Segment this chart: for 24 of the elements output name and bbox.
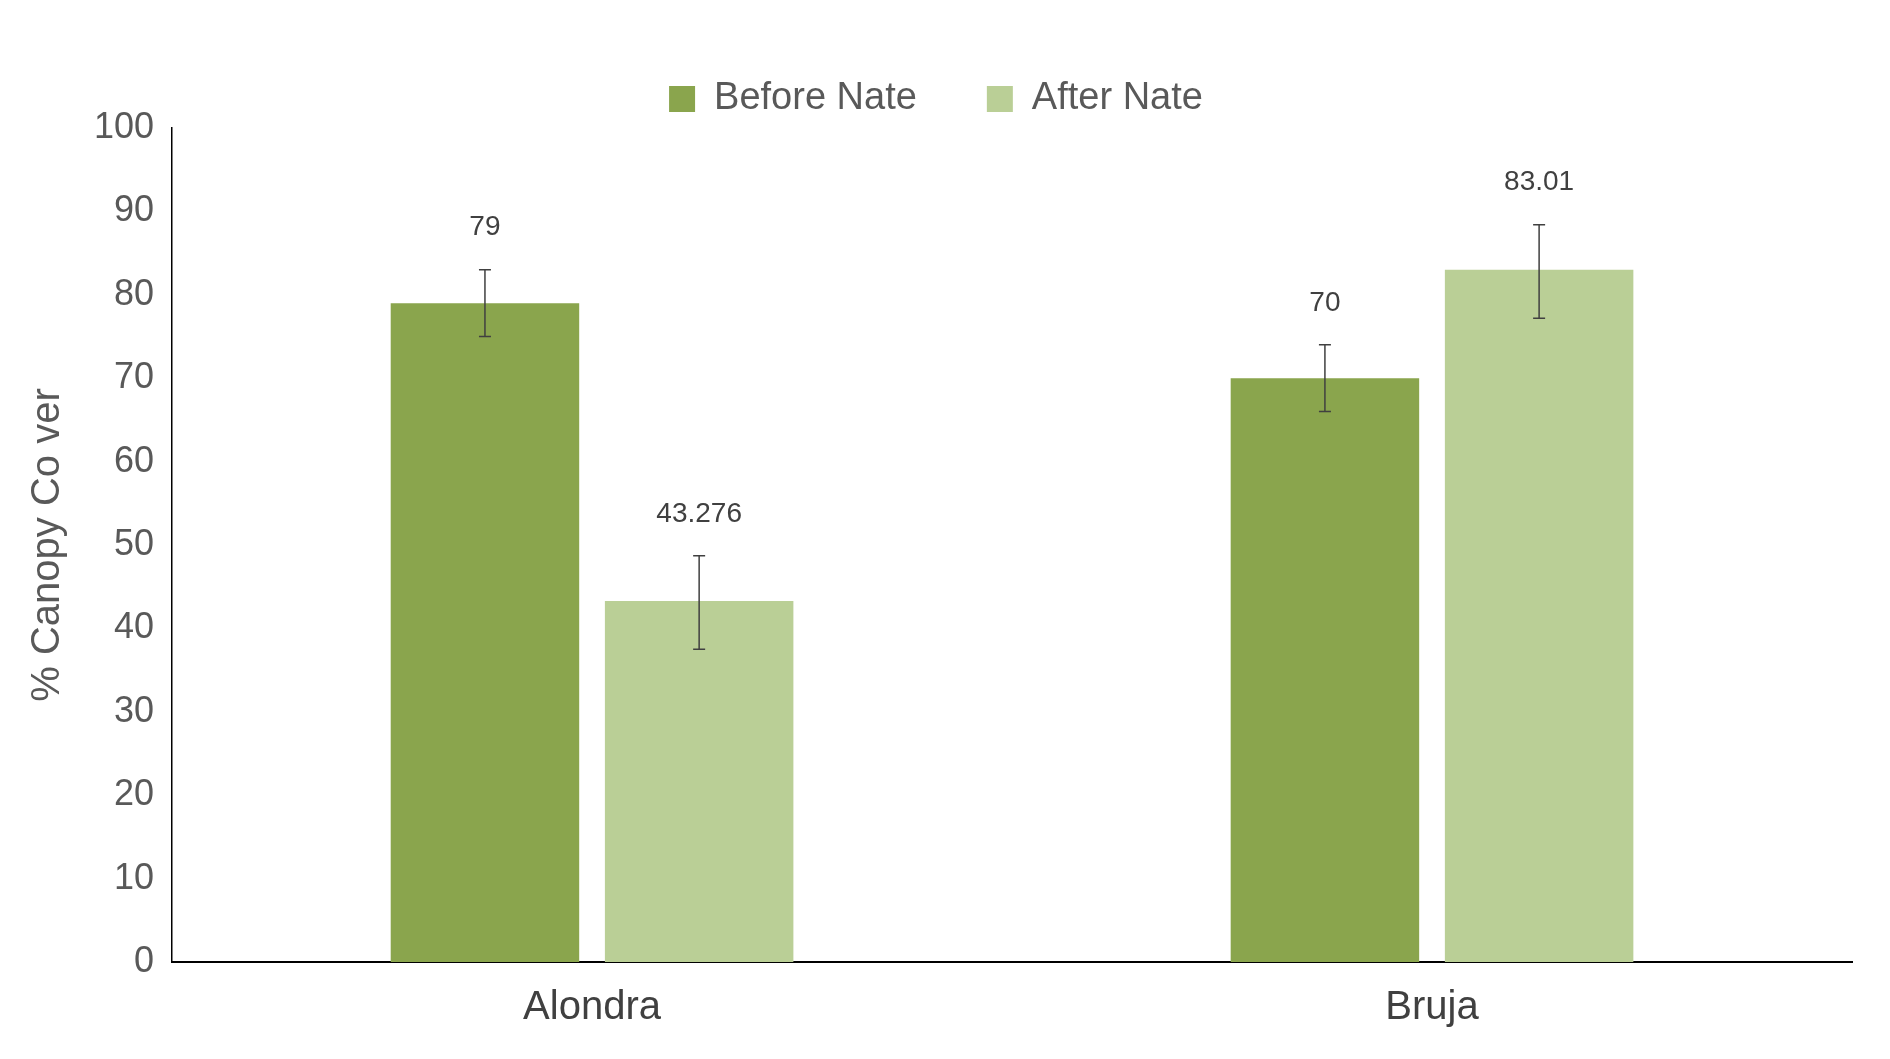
y-tick-label: 40 — [114, 605, 155, 647]
y-tick-label: 0 — [134, 938, 155, 980]
bar — [1444, 269, 1634, 962]
y-axis-title: % Canopy Co ver — [23, 388, 68, 702]
y-tick-label: 20 — [114, 772, 155, 814]
data-label: 79 — [469, 210, 501, 242]
y-tick-label: 70 — [114, 355, 155, 397]
data-label: 43.276 — [656, 496, 742, 528]
y-tick-label: 60 — [114, 438, 155, 480]
y-tick-label: 90 — [114, 188, 155, 230]
y-tick-label: 50 — [114, 521, 155, 563]
y-tick-label: 10 — [114, 855, 155, 897]
bar — [1230, 378, 1420, 962]
x-tick-label: Bruja — [1385, 983, 1480, 1028]
legend-label: Before Nate — [714, 75, 917, 118]
data-label: 83.01 — [1504, 165, 1575, 197]
x-tick-label: Alondra — [523, 983, 662, 1028]
bar — [604, 601, 794, 962]
bar — [390, 303, 580, 962]
y-tick-label: 30 — [114, 688, 155, 730]
y-tick-label: 80 — [114, 271, 155, 313]
y-tick-label: 100 — [93, 104, 155, 146]
data-label: 70 — [1309, 285, 1341, 317]
legend-label: After Nate — [1031, 75, 1203, 118]
